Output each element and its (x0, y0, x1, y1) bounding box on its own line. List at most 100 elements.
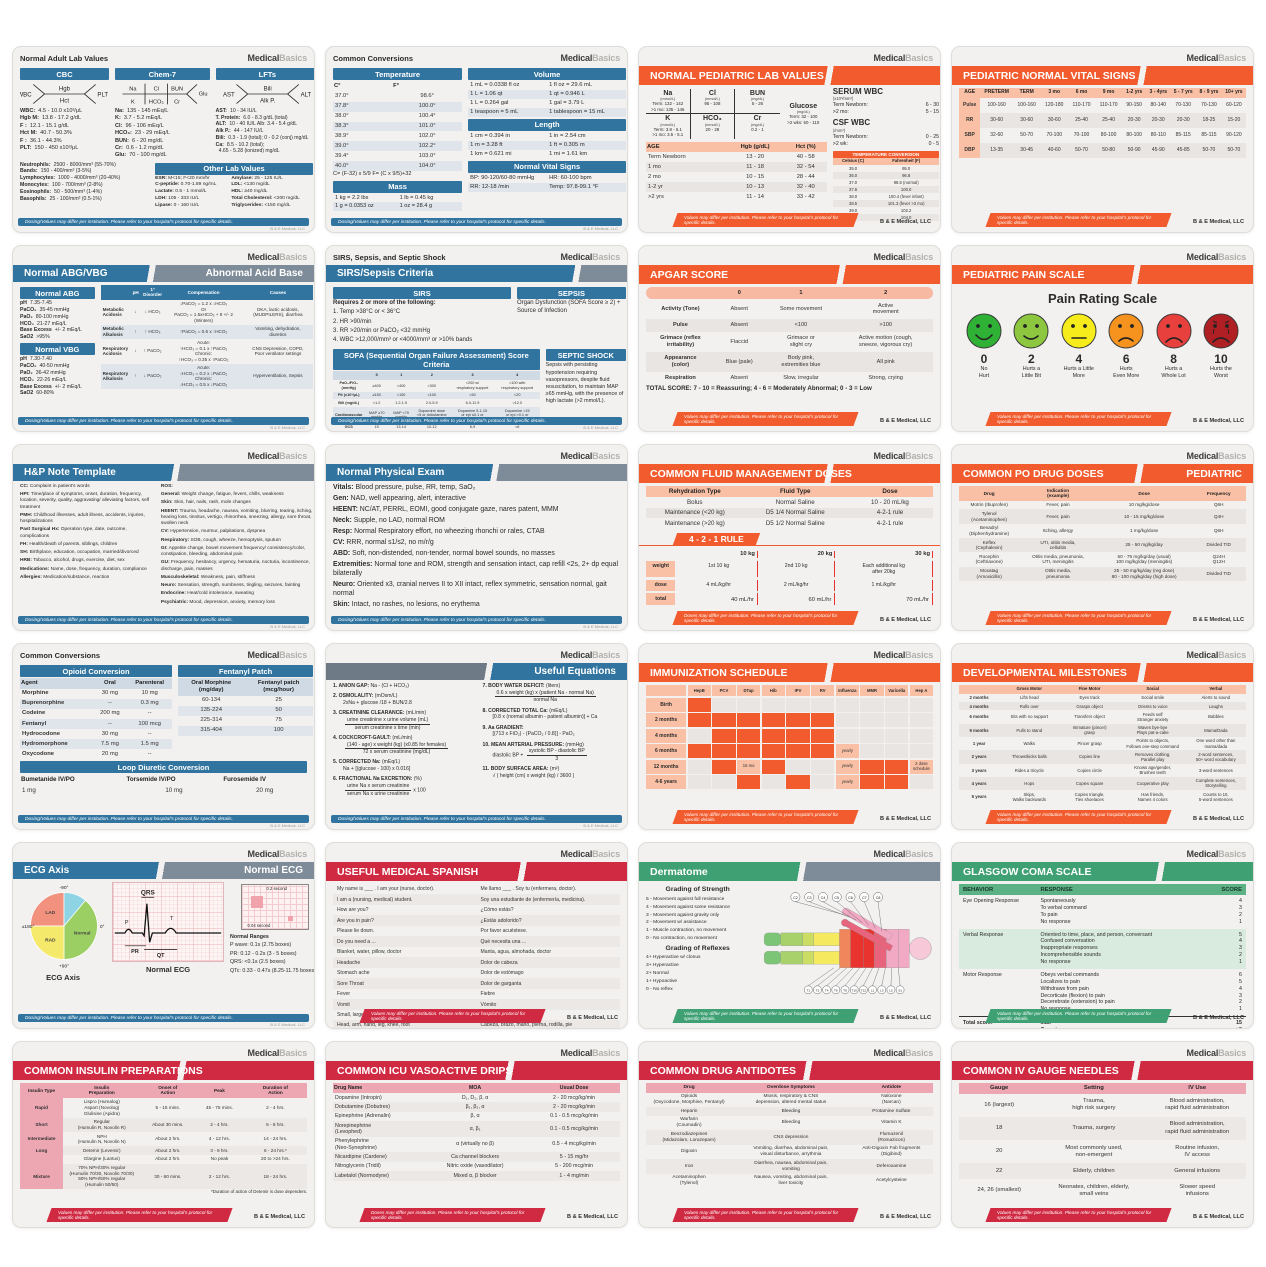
table-cell: 14 - 24 hrs. (263, 1136, 288, 1142)
key-value-row: Hct M: 40.7 - 50.3% (20, 130, 109, 137)
face-circle (1108, 313, 1144, 349)
brand-row: Common Conversions MedicalBasics (333, 52, 620, 64)
table-head-row: BEHAVIOR RESPONSE SCORE (959, 884, 1246, 895)
svg-label: Cl (154, 87, 159, 93)
pain-label: Hurts a Whole Lot (1161, 365, 1186, 379)
spacer (646, 551, 680, 558)
table-cell: 5 - 8 hrs. (243, 1117, 307, 1133)
table-cell: My name is ___ . I am your (nurse, docto… (337, 886, 435, 893)
card-footer: Values may differ per institution. Pleas… (672, 412, 859, 426)
pain-face: 2 Hurts a Little Bit (1009, 311, 1053, 380)
ecg-grid: QRS P T PR QT (112, 882, 225, 962)
table-row: Norepinephrine (Levophed) α, β₁ 0.1 - 0.5 m… (333, 1121, 620, 1137)
table-row: Term Newborn 13 - 20 40 - 58 (646, 152, 827, 162)
column-header: Gross Motor (999, 685, 1060, 694)
table-row: 1 year Walks Pincer grasp Points to objects… (959, 737, 1246, 750)
line-text: Heat/cold intolerance, sweating (185, 591, 254, 597)
brand-logo: MedicalBasics (1187, 252, 1247, 262)
value-text: 10 - 34 IU/L (230, 108, 257, 114)
table-row: 315-404 100 (178, 725, 313, 736)
value-text: 21-27 mEq/L (36, 320, 67, 327)
dermatome-body: C2 C3 C4 C5 C6 C7 C8 T1 T2 T4 T6 T8 T10 T12 L1 L3 L5 S1 (755, 884, 939, 1002)
table-cell: Lifts head (1019, 695, 1039, 701)
table-row: 135-224 50 (178, 705, 313, 716)
table-cell: >2 yrs (648, 193, 664, 200)
rule-row-label: dose (646, 579, 676, 591)
table-head-row: Gauge Setting IV Use (959, 1083, 1246, 1094)
table-cell: Morphine (22, 690, 49, 697)
text-line: SH: Birthplace, education, occupation, m… (20, 550, 155, 556)
lab-fishbone: WBCPLTHgbHct (20, 81, 109, 107)
table-cell: 2.0-5.9 (425, 400, 438, 405)
table-cell: Are you in pain? (333, 915, 477, 926)
text-line: Resp: Normal Respiratory effort, no whee… (333, 528, 620, 537)
pair-row: 1 teaspoon = 5 mL 1 tablespoon = 15 mL (468, 107, 626, 117)
table-head: Gauge Setting IV Use (959, 1083, 1246, 1094)
data-table: Gross Motor Fine Motor Social Verbal 2 month… (959, 685, 1246, 803)
table-cell: -- (92, 698, 128, 709)
section-header-bar: Length (468, 118, 626, 131)
value-group-title: CSF WBC (832, 118, 871, 128)
vaccine-header: HepB (687, 685, 711, 696)
dose-cell-empty (860, 744, 884, 758)
table-row: Creatinine(mg/dL)<1.21.2-1.92.0-3.43.5-4… (333, 431, 540, 432)
svg-label: LAD (45, 910, 55, 916)
table-row: 5 years Skips, Walks backwards Copies trian… (959, 790, 1246, 803)
table-cell: 10 - 15 (746, 173, 765, 180)
value-pair: Total Cholesterol: <200 mg/dL (231, 196, 314, 203)
table-row: Metabolic Alkalosis ↑ ↑ HCO₃ ↑PaCO₂ = 0.6 x … (100, 324, 313, 339)
table-cell: Slow, irregular (783, 375, 819, 382)
table-cell: 102.2° (392, 141, 463, 152)
column-header: Frequency (1191, 486, 1246, 501)
total-term: Max (1040, 1020, 1051, 1027)
face-circle (966, 313, 1002, 349)
svg-label: WBC (20, 93, 32, 99)
table-cell: 70-100 (1073, 132, 1090, 139)
mouth (1212, 337, 1230, 343)
brand-medical: Medical (247, 650, 280, 660)
line-text: Mood, depression, anxiety, memory loss (188, 599, 275, 605)
response-line: Oriented to time, place, and person, con… (1040, 931, 1153, 938)
table-cell: 38.0° (335, 113, 349, 120)
table-row: Opioids (Oxycodone, Morphine, Fentanyl) Mi… (646, 1093, 933, 1108)
dose-cell-empty (835, 713, 859, 727)
table-cell: Rocephin (Ceftriaxone) (975, 553, 1003, 565)
value-text: 0.6 - 1.2 mg/dL (126, 144, 164, 151)
table-body: Term Newborn 13 - 20 40 - 58 1 mo 11 - 18 32 … (646, 152, 827, 202)
table-cell: 2 mo (648, 173, 661, 180)
table-cell: 3 years (971, 767, 987, 773)
column-header: Causes (242, 285, 313, 300)
line-text: Intact, no rashes, no lesions, no erythe… (349, 600, 480, 608)
data-table: 0 1 2 Activity (Tone) Absent Some movement Act… (646, 287, 933, 385)
table-head: BEHAVIOR RESPONSE SCORE (959, 884, 1246, 895)
table-row: 37.8° 100.0° (333, 101, 463, 112)
banner-title-left: DEVELOPMENTAL MILESTONES (963, 666, 1127, 679)
text-line: 2 - Movement w/ assistance (646, 920, 707, 926)
table-cell: Oxycodone (22, 750, 55, 757)
table-cell: 1 mo (646, 162, 726, 173)
analyte-unit: (mg/dL) (750, 97, 765, 102)
mouth (1023, 335, 1040, 340)
table-cell: Codeine (22, 710, 46, 717)
value-label: C-peptide: (155, 182, 180, 188)
key-value-row: Bands: 150 - 400/mm³ (3-5%) (20, 168, 149, 175)
text-line: HEENT: NC/AT, PERRL, EOMI, good conjugat… (333, 506, 620, 515)
column-header: RESPONSE (1036, 884, 1215, 895)
brand-basics: Basics (905, 849, 933, 859)
table-cell: Dolor de estómago (480, 970, 524, 977)
brand-logo: MedicalBasics (561, 1048, 621, 1058)
table-body: Motrin (Ibuprofen) Fever, pain 10 mg/kg/do… (959, 501, 1246, 581)
value-text: 0 - 25 (925, 133, 939, 140)
key-value-row: PLT: 150 - 450 x10³/μL (20, 145, 109, 152)
dose-cell-filled (786, 775, 810, 789)
rule-cell: 40 mL/hr (680, 593, 758, 606)
equation-unit: (mEq/L) (380, 759, 401, 766)
column: LFTs AST ALT Bili Alk P. AST: 10 - 34 IU/L T. P… (215, 66, 314, 155)
rule-row-label: total (646, 593, 676, 606)
table-block: Gauge Setting IV Use 16 (largest) Trauma, hig… (959, 1083, 1246, 1202)
dose-cell-filled (786, 728, 810, 743)
line (809, 901, 850, 918)
column-header: Hct (%) (784, 141, 827, 153)
card-dermatome: MedicalBasics Dermatome Grading of Strengt… (638, 842, 941, 1029)
table-cell: 98.6 (normal) (893, 179, 919, 185)
